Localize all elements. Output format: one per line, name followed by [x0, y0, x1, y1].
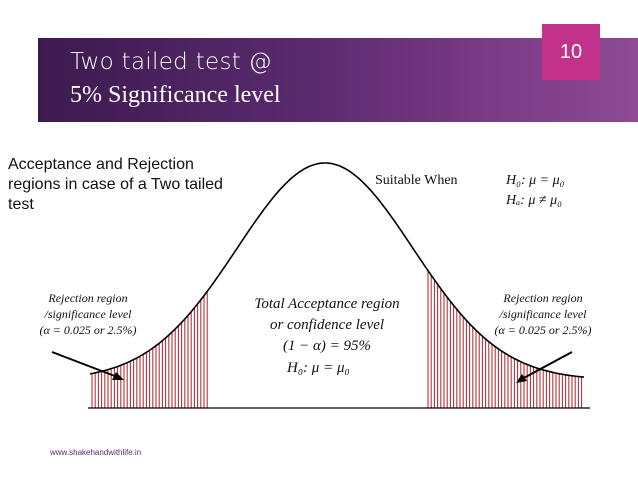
left-rejection-hatch	[91, 291, 208, 408]
header-left-margin	[0, 0, 38, 122]
suitable-when-label: Suitable When	[375, 173, 458, 188]
slide-number-box	[542, 24, 600, 80]
left-arrow-head	[112, 372, 124, 380]
bell-curve	[89, 162, 585, 378]
intro-text: Acceptance and Rejection regions in case…	[8, 156, 223, 213]
right-arrow-head	[516, 374, 527, 383]
null-hypothesis: H₀: μ = μ₀	[506, 173, 565, 188]
slide-number: 10	[559, 41, 583, 63]
alternative-hypothesis: Hₐ: μ ≠ μ₀	[506, 193, 562, 208]
slide-title-line-2: 5% Significance level	[70, 82, 281, 108]
right-arrow-line	[519, 351, 573, 381]
left-arrow-line	[51, 351, 121, 379]
acceptance-region-label: Total Acceptance region or confidence le…	[254, 296, 400, 354]
header-band	[38, 38, 638, 122]
right-rejection-label: Rejection region /significance level (α …	[494, 291, 592, 337]
slide-title-line-1: Two tailed test @	[70, 49, 272, 75]
center-null-hypothesis: H₀: μ = μ₀	[287, 360, 350, 376]
footer-website-link[interactable]: www.shakehandwithlife.in	[50, 448, 142, 457]
right-rejection-hatch	[427, 270, 583, 408]
left-rejection-label: Rejection region /significance level (α …	[39, 291, 137, 337]
